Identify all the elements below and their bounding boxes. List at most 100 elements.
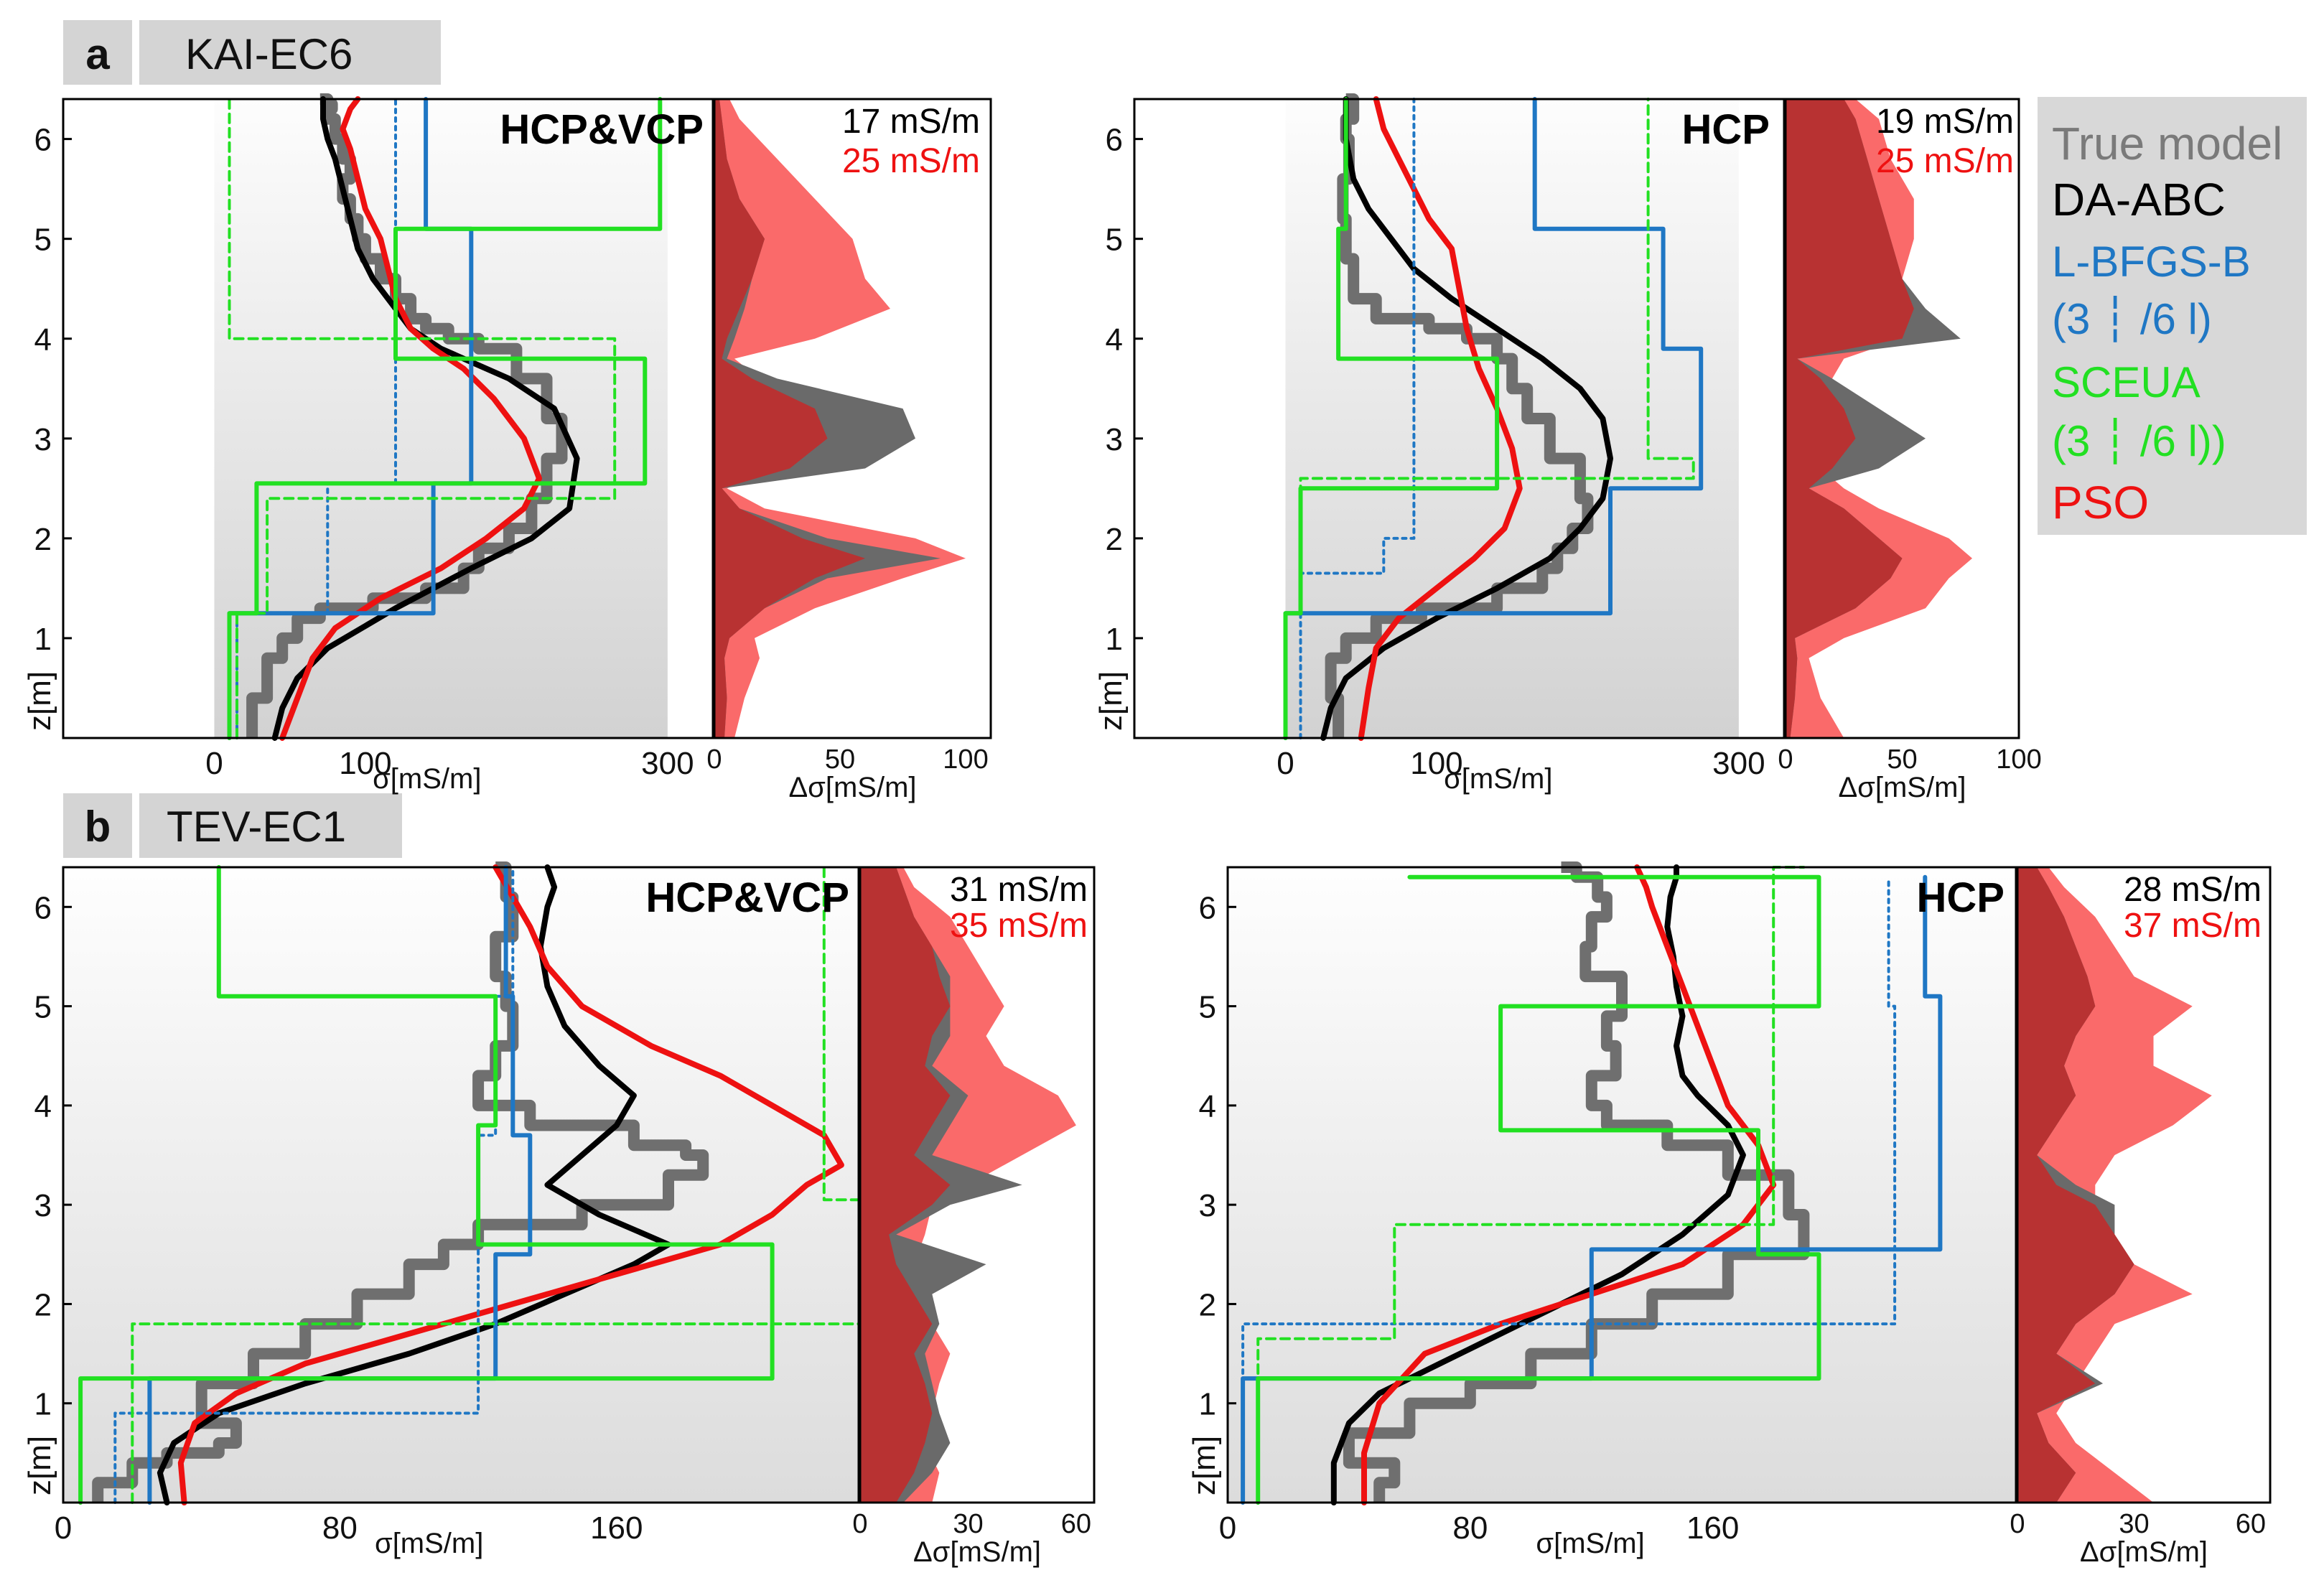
section-b-letter: b: [85, 803, 111, 851]
legend-label-da-abc: DA-ABC: [2052, 174, 2226, 225]
x-axis-label: σ[mS/m]: [1536, 1528, 1644, 1559]
stat-pso-rmse: 25 mS/m: [842, 142, 980, 180]
section-b-letter-box: [63, 793, 132, 858]
x-tick-label: 80: [1452, 1510, 1488, 1546]
y-tick-label: 5: [34, 223, 52, 258]
y-tick-label: 6: [1199, 890, 1216, 925]
histogram-frame: [1784, 98, 2020, 739]
legend-label-sceua: SCEUA: [2052, 358, 2201, 406]
hist-x-axis-label: Δσ[mS/m]: [788, 772, 916, 803]
prior-range-box: [1285, 99, 1739, 738]
panel-a-hcp: 1 2 3 4 5 6 z[m] 0 100 300 σ[mS/m] HCP 0 50 100 Δσ[mS/m…: [1093, 93, 2042, 803]
hist-x-tick-label: 50: [1887, 744, 1917, 775]
y-tick-label: 2: [34, 522, 52, 557]
section-b-header: b TEV-EC1: [63, 793, 402, 858]
y-tick-label: 4: [34, 1089, 52, 1124]
section-a-letter-box: [63, 20, 132, 85]
y-tick-label: 3: [1106, 422, 1123, 457]
series-sceua-3-6l-line: [228, 98, 617, 739]
overlap-residual-area: [2017, 867, 2134, 1503]
legend-label-l-bfgs-b-sub: (3 ┆ /6 l): [2052, 295, 2212, 343]
overlap-residual-area: [714, 99, 865, 738]
stat-da-abc-rmse: 17 mS/m: [842, 103, 980, 141]
x-tick-label: 0: [205, 746, 223, 781]
y-tick-label: 2: [34, 1287, 52, 1322]
hist-x-tick-label: 100: [943, 744, 988, 775]
mode-label: HCP&VCP: [645, 874, 849, 921]
residual-histogram: [1786, 99, 1972, 738]
y-tick-label: 1: [34, 1387, 52, 1422]
section-a-header: a KAI-EC6: [63, 20, 441, 85]
hist-x-axis-label: Δσ[mS/m]: [1838, 772, 1966, 803]
x-axis-label: σ[mS/m]: [1444, 763, 1552, 795]
mode-label: HCP: [1682, 106, 1770, 153]
x-tick-label: 160: [1686, 1510, 1739, 1546]
hist-x-tick-label: 60: [2236, 1509, 2266, 1539]
y-tick-label: 3: [34, 1188, 52, 1223]
y-tick-label: 4: [34, 322, 52, 358]
x-tick-label: 100: [1410, 746, 1462, 781]
hist-x-tick-label: 0: [706, 744, 722, 775]
series-daabc-line: [1320, 96, 1613, 741]
stat-pso-rmse: 35 mS/m: [950, 907, 1088, 945]
y-tick-label: 4: [1106, 322, 1123, 358]
histogram-frame: [859, 866, 1096, 1504]
y-tick-label: 4: [1199, 1089, 1216, 1124]
series-sceua-line: [1256, 874, 1821, 1505]
hist-x-tick-label: 50: [825, 744, 855, 775]
y-tick-label: 2: [1199, 1287, 1216, 1322]
x-tick-label: 160: [590, 1510, 643, 1546]
y-tick-label: 3: [34, 422, 52, 457]
y-tick-label: 5: [34, 990, 52, 1025]
legend-label-true-model: True model: [2052, 118, 2282, 169]
y-tick-label: 3: [1199, 1188, 1216, 1223]
histogram-frame: [713, 98, 992, 739]
x-axis-label: σ[mS/m]: [375, 1528, 483, 1559]
panel-b-hcp-vcp: 1 2 3 4 5 6 z[m] 0 80 160 σ[mS/m] HCP&VCP 0 30 60 Δσ[mS…: [22, 861, 1096, 1568]
series-pso-line: [177, 864, 844, 1505]
prior-range-box: [63, 867, 859, 1503]
hist-x-tick-label: 0: [852, 1509, 867, 1539]
x-tick-label: 0: [1277, 746, 1294, 781]
y-axis-label: z[m]: [1187, 1436, 1222, 1495]
section-a-site: KAI-EC6: [185, 30, 353, 78]
hist-x-tick-label: 0: [1778, 744, 1793, 775]
series-daabc-line: [157, 864, 671, 1505]
overlap-residual-area: [860, 867, 951, 1503]
y-axis-label: z[m]: [22, 1436, 57, 1495]
legend: True model DA-ABC L-BFGS-B (3 ┆ /6 l) SC…: [2038, 97, 2307, 535]
series-lbfgsb-3-6l-line: [113, 866, 515, 1504]
main-plot-frame: [1226, 866, 2017, 1504]
series-true-line: [1343, 861, 1810, 1503]
hist-x-tick-label: 100: [1996, 744, 2041, 775]
y-tick-label: 5: [1106, 223, 1123, 258]
x-tick-label: 100: [339, 746, 391, 781]
main-plot-frame: [62, 866, 860, 1504]
y-axis-label: z[m]: [1093, 671, 1129, 731]
hist-x-axis-label: Δσ[mS/m]: [2080, 1536, 2208, 1568]
hist-x-axis-label: Δσ[mS/m]: [913, 1536, 1041, 1568]
y-tick-label: 6: [1106, 123, 1123, 158]
section-b-site: TEV-EC1: [167, 803, 346, 851]
series-daabc-line: [271, 96, 580, 741]
residual-histogram: [714, 99, 966, 738]
section-a-letter: a: [85, 30, 110, 78]
series-lbfgsb-3-6l-line: [1241, 875, 1897, 1504]
hist-x-tick-label: 30: [2119, 1509, 2149, 1539]
series-pso-line: [1361, 864, 1777, 1505]
hist-x-tick-label: 60: [1061, 1509, 1091, 1539]
stat-da-abc-rmse: 19 mS/m: [1876, 103, 2014, 141]
residual-histogram: [860, 867, 1076, 1503]
x-axis-label: σ[mS/m]: [373, 763, 481, 795]
overlap-residual-area: [1786, 99, 1914, 738]
legend-box: [2038, 97, 2307, 535]
y-axis-label: z[m]: [22, 671, 57, 731]
y-tick-label: 1: [34, 622, 52, 657]
section-a-site-box: [139, 20, 441, 85]
panel-b-hcp: 1 2 3 4 5 6 z[m] 0 80 160 σ[mS/m] HCP 0 30 60 Δσ[mS/m] 2…: [1187, 861, 2272, 1568]
x-tick-label: 0: [1219, 1510, 1236, 1546]
stat-pso-rmse: 25 mS/m: [1876, 142, 2014, 180]
x-tick-label: 80: [322, 1510, 358, 1546]
legend-label-sceua-sub: (3 ┆ /6 l)): [2052, 417, 2226, 465]
y-tick-label: 5: [1199, 990, 1216, 1025]
